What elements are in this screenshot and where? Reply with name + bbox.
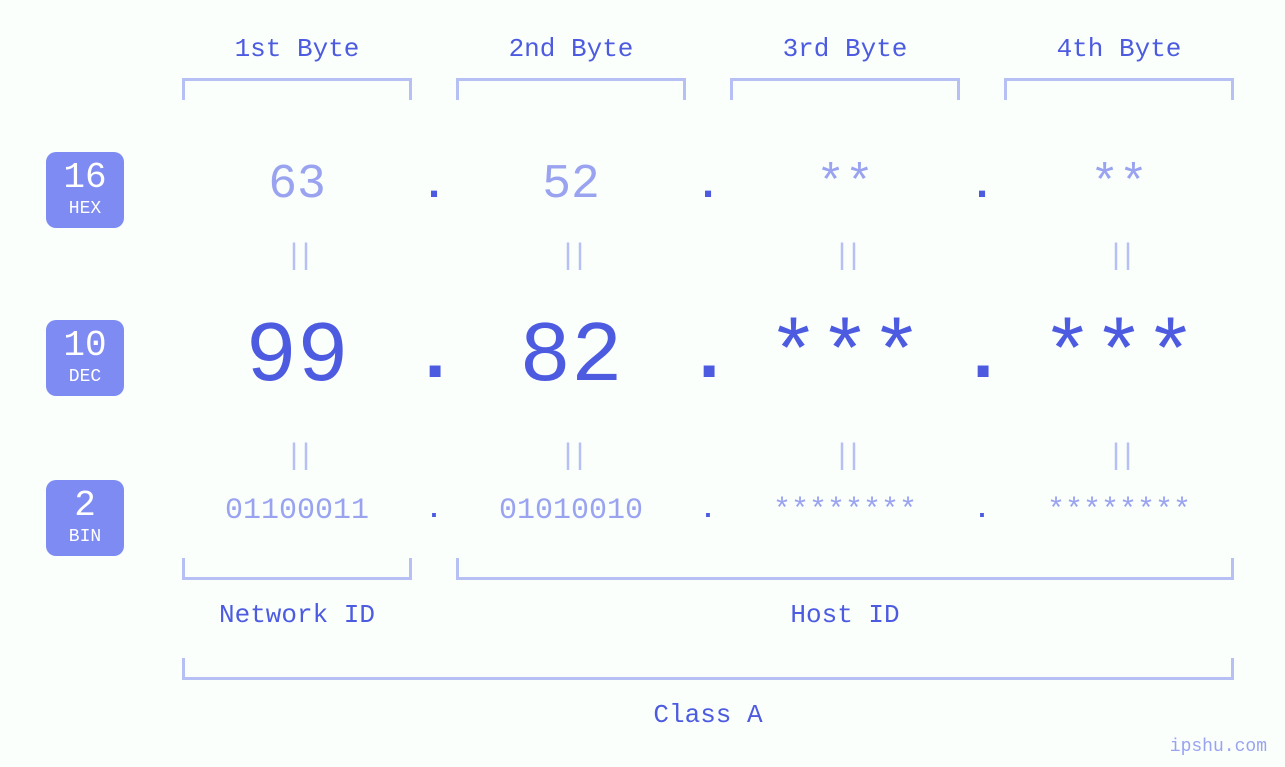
label-host: Host ID [456,600,1234,630]
byte-label-2: 2nd Byte [456,34,686,64]
dot: . [412,314,456,401]
dot: . [960,161,1004,210]
row-hex: 63 . 52 . ** . ** [182,158,1234,212]
bracket-network [182,558,412,580]
dot: . [960,314,1004,401]
equals-glyph: || [456,440,686,474]
equals-glyph: || [1004,440,1234,474]
badge-bin: 2 BIN [46,480,124,556]
hex-byte-1: 63 [182,158,412,212]
bracket-host [456,558,1234,580]
watermark: ipshu.com [1170,737,1267,757]
dot: . [412,161,456,210]
hex-byte-2: 52 [456,158,686,212]
dec-byte-4: *** [1004,308,1234,406]
hex-byte-4: ** [1004,158,1234,212]
equals-glyph: || [456,240,686,274]
row-bin: 01100011 . 01010010 . ******** . *******… [182,494,1234,528]
equals-glyph: || [730,440,960,474]
badge-hex-num: 16 [46,160,124,196]
badge-dec: 10 DEC [46,320,124,396]
bin-byte-4: ******** [1004,494,1234,528]
dec-byte-3: *** [730,308,960,406]
dot: . [686,496,730,526]
row-dec: 99 . 82 . *** . *** [182,308,1234,406]
byte-label-1: 1st Byte [182,34,412,64]
bin-byte-1: 01100011 [182,494,412,528]
badge-dec-num: 10 [46,328,124,364]
badge-hex: 16 HEX [46,152,124,228]
bin-byte-2: 01010010 [456,494,686,528]
badge-hex-label: HEX [46,200,124,218]
bracket-class [182,658,1234,680]
dec-byte-2: 82 [456,308,686,406]
dec-byte-1: 99 [182,308,412,406]
byte-label-4: 4th Byte [1004,34,1234,64]
equals-row-1: || || || || [182,240,1234,274]
equals-row-2: || || || || [182,440,1234,474]
badge-bin-num: 2 [46,488,124,524]
equals-glyph: || [1004,240,1234,274]
hex-byte-3: ** [730,158,960,212]
top-bracket-1 [182,78,412,100]
top-bracket-2 [456,78,686,100]
equals-glyph: || [182,240,412,274]
equals-glyph: || [182,440,412,474]
equals-glyph: || [730,240,960,274]
badge-dec-label: DEC [46,368,124,386]
badge-bin-label: BIN [46,528,124,546]
dot: . [686,161,730,210]
top-bracket-3 [730,78,960,100]
dot: . [960,496,1004,526]
dot: . [412,496,456,526]
label-class: Class A [182,700,1234,730]
bin-byte-3: ******** [730,494,960,528]
dot: . [686,314,730,401]
label-network: Network ID [182,600,412,630]
top-bracket-4 [1004,78,1234,100]
byte-label-3: 3rd Byte [730,34,960,64]
